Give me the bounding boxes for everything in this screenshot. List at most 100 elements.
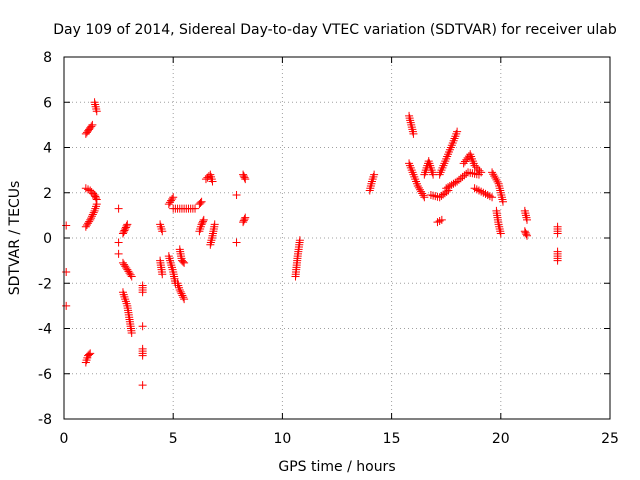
data-point [424, 157, 433, 166]
data-point [420, 193, 429, 202]
data-point [496, 188, 505, 197]
data-point [406, 116, 415, 125]
data-point [295, 236, 304, 245]
data-point [156, 220, 165, 229]
data-point [496, 186, 505, 195]
data-point [207, 234, 216, 242]
data-point [86, 349, 95, 358]
data-point [498, 195, 507, 204]
data-point [169, 193, 178, 202]
y-tick-label: -6 [38, 367, 52, 383]
data-point [180, 258, 189, 267]
data-point [138, 381, 147, 390]
x-tick-label: 25 [601, 431, 619, 447]
data-point [92, 194, 101, 203]
data-point [114, 238, 123, 247]
data-point [495, 222, 504, 231]
data-point [156, 222, 165, 231]
data-point [470, 161, 479, 170]
data-point [496, 227, 505, 236]
data-point [232, 238, 241, 247]
data-point [481, 189, 490, 198]
y-tick-label: 4 [43, 141, 52, 157]
data-point [168, 265, 177, 274]
chart-title: Day 109 of 2014, Sidereal Day-to-day VTE… [53, 22, 617, 38]
data-point [553, 256, 562, 265]
data-points [62, 98, 562, 390]
data-point [92, 105, 101, 114]
data-point [429, 191, 438, 200]
data-point [85, 350, 94, 359]
data-point [428, 168, 437, 177]
data-point [196, 198, 205, 207]
data-point [87, 122, 96, 131]
y-tick-label: -2 [38, 276, 52, 292]
data-point [408, 127, 417, 136]
data-point [179, 257, 188, 266]
data-point [369, 172, 378, 181]
data-point [138, 322, 147, 331]
data-point [405, 111, 414, 120]
y-tick-label: 0 [43, 231, 52, 247]
data-point [497, 191, 506, 200]
data-point [114, 204, 123, 213]
data-point [123, 220, 132, 229]
data-point [449, 179, 458, 188]
data-point [523, 215, 532, 224]
data-point [208, 177, 217, 186]
y-axis-label: SDTVAR / TECUs [7, 181, 23, 296]
data-point [473, 164, 482, 173]
data-point [92, 200, 101, 209]
x-tick-label: 5 [169, 431, 178, 447]
data-point [365, 186, 374, 195]
data-point [167, 261, 176, 270]
data-point [88, 120, 97, 129]
data-point [433, 192, 442, 201]
data-point [92, 107, 101, 116]
data-point [199, 215, 208, 224]
x-axis-label: GPS time / hours [278, 459, 395, 475]
data-point [370, 170, 379, 179]
data-point [90, 98, 99, 107]
data-point [493, 177, 502, 186]
x-tick-label: 20 [492, 431, 510, 447]
data-point [81, 358, 90, 367]
data-point [206, 240, 215, 249]
data-point [523, 231, 532, 240]
plot-frame [63, 56, 611, 420]
data-point [407, 120, 416, 129]
x-tick-label: 0 [60, 431, 69, 447]
data-point [199, 217, 208, 226]
data-point [62, 301, 71, 310]
data-point [495, 184, 504, 193]
data-point [177, 289, 186, 298]
data-point [498, 197, 507, 206]
data-point [176, 287, 185, 296]
data-point [127, 329, 136, 338]
data-point [119, 290, 128, 299]
data-point [367, 179, 376, 188]
data-point [81, 184, 90, 193]
data-point [420, 170, 429, 179]
data-point [232, 191, 241, 200]
axis-ticks: 0 5 10 15 20 25 -8 -6 -4 -2 0 2 4 6 8 [38, 50, 619, 447]
data-point [121, 297, 130, 306]
data-point [472, 185, 481, 194]
data-point [91, 102, 100, 111]
grid-lines [64, 57, 610, 419]
data-point [421, 168, 430, 177]
data-point [497, 193, 506, 202]
y-tick-label: 2 [43, 186, 52, 202]
y-tick-label: 6 [43, 95, 52, 111]
data-point [158, 227, 167, 236]
data-point [488, 193, 497, 202]
data-point [407, 123, 416, 132]
data-point [195, 200, 204, 209]
data-point [157, 224, 166, 233]
data-point [405, 114, 414, 123]
data-point [367, 177, 376, 186]
data-point [178, 291, 187, 300]
data-point [496, 229, 505, 238]
data-point [138, 351, 147, 360]
